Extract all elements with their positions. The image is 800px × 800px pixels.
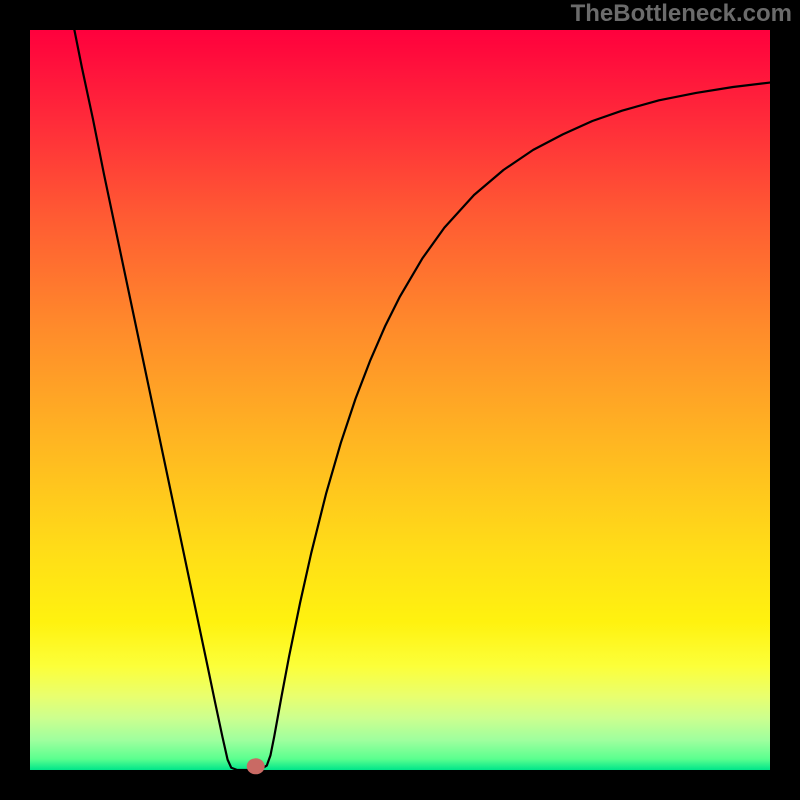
optimal-point-marker (247, 758, 265, 774)
watermark-text: TheBottleneck.com (571, 0, 792, 28)
chart-container: TheBottleneck.com (0, 0, 800, 800)
bottleneck-chart (0, 0, 800, 800)
plot-background (30, 30, 770, 770)
